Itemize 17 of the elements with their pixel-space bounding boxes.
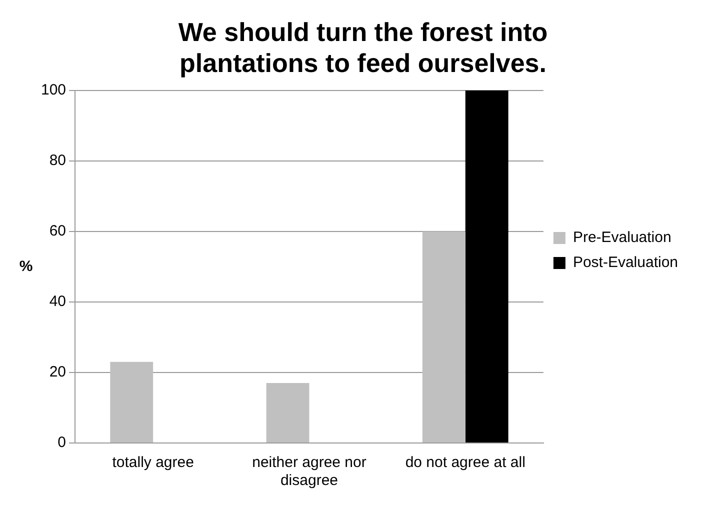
y-tick-label: 40	[49, 293, 66, 310]
y-tick-label: 20	[49, 364, 66, 381]
bar	[110, 362, 154, 442]
chart-title: We should turn the forest into plantations to feed ourselves.	[178, 16, 548, 78]
legend-label: Pre-Evaluation	[572, 229, 672, 246]
y-tick-label: 60	[49, 222, 66, 240]
y-axis-title: %	[19, 258, 33, 275]
y-tick-label: 0	[58, 434, 66, 452]
x-tick-label: totally agree	[112, 454, 194, 472]
legend-label: Post-Evaluation	[572, 254, 678, 272]
x-tick-label: neither agree nor disagree	[252, 454, 366, 490]
bar	[266, 383, 310, 442]
y-tick-label: 100	[40, 82, 66, 99]
bar	[465, 90, 508, 442]
y-tick-label: 80	[49, 152, 66, 170]
x-tick-label: do not agree at all	[405, 454, 526, 472]
bar	[422, 231, 466, 442]
